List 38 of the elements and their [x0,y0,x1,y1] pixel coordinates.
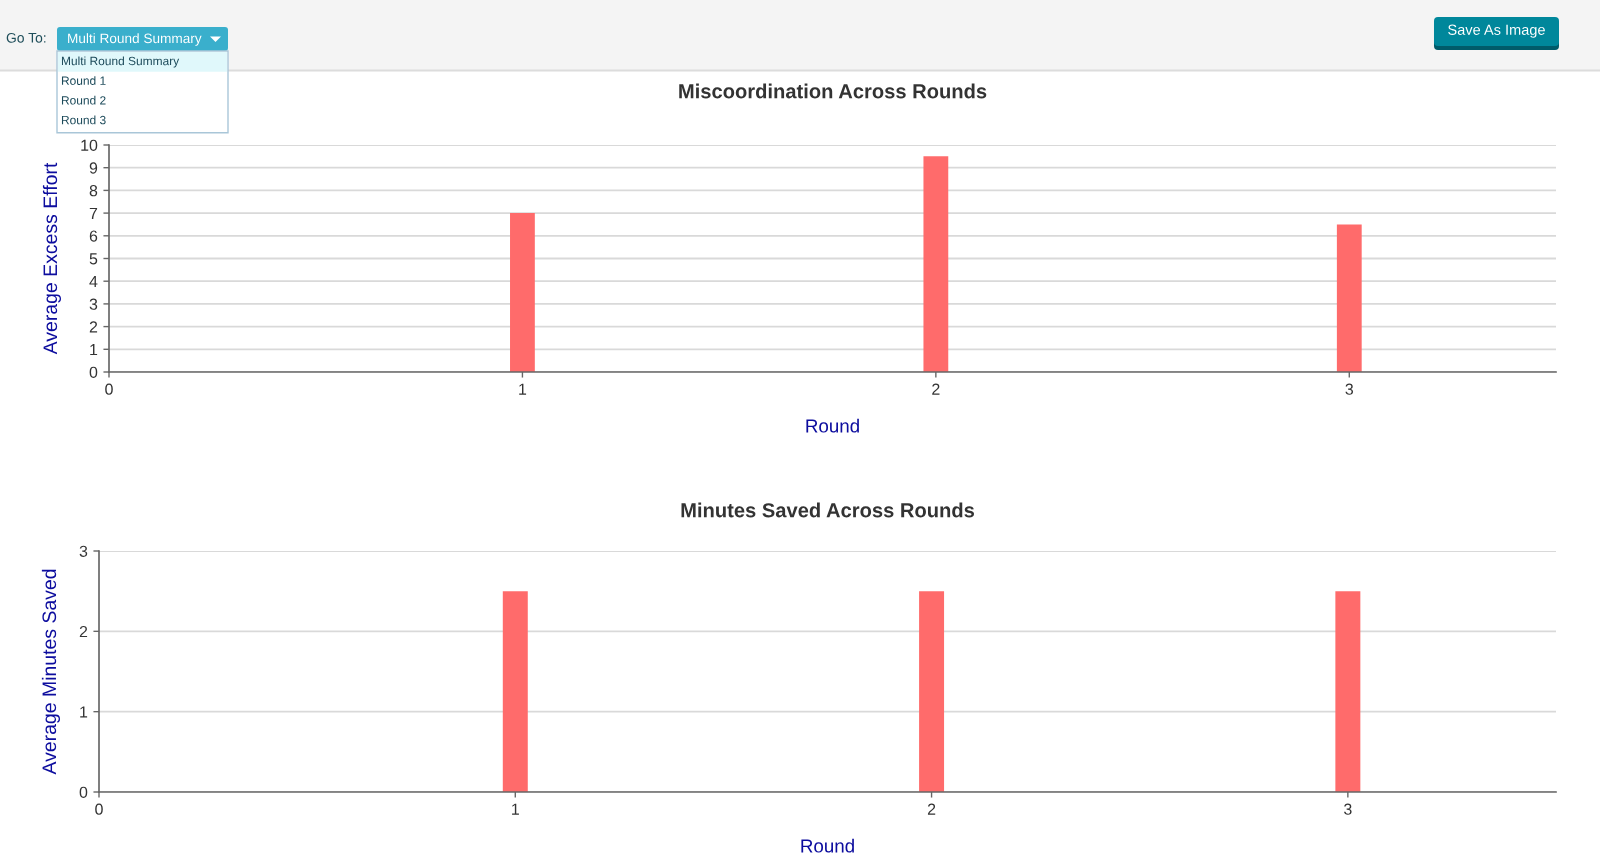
text: Multi Round Summary [61,56,180,68]
x-axis-title: Round [801,838,854,853]
y-tick-label: 1 [80,706,88,718]
x-tick-label: 3 [1344,803,1352,815]
y-tick-label: 7 [89,207,98,219]
bar [1336,224,1362,372]
chart-title: Miscoordination Across Rounds [679,83,987,99]
y-tick-label: 3 [89,298,98,310]
text: Save As Image [1448,24,1545,38]
y-tick-label: 5 [89,253,98,265]
y-axis-title: Average Minutes Saved [41,569,60,775]
y-tick-label: 0 [89,366,98,378]
y-tick-label: 1 [90,344,98,356]
y-tick-label: 4 [89,276,98,287]
bar [923,156,949,372]
y-tick-label: 8 [89,185,98,197]
text: Go To: [6,32,46,43]
x-tick-label: 1 [519,383,527,395]
text: Round 3 [61,115,106,125]
y-tick-label: 0 [79,786,88,798]
text: Multi Round Summary [68,33,202,46]
x-tick-label: 0 [105,383,113,395]
text: Round 2 [61,95,106,105]
x-tick-label: 3 [1345,383,1354,395]
x-tick-label: 1 [512,803,519,815]
x-axis-title: Round [806,418,859,433]
y-tick-label: 2 [89,321,98,333]
x-tick-label: 2 [932,383,940,395]
x-tick-label: 2 [927,803,936,815]
y-tick-label: 6 [89,230,98,242]
y-tick-label: 9 [89,162,98,174]
y-axis-title: Average Excess Effort [42,162,61,355]
y-tick-label: 3 [79,545,88,557]
chart-title: Minutes Saved Across Rounds [681,502,975,518]
y-tick-label: 2 [79,625,88,638]
y-tick-label: 10 [81,139,98,151]
bar [510,213,535,372]
text: Round 1 [61,76,106,85]
